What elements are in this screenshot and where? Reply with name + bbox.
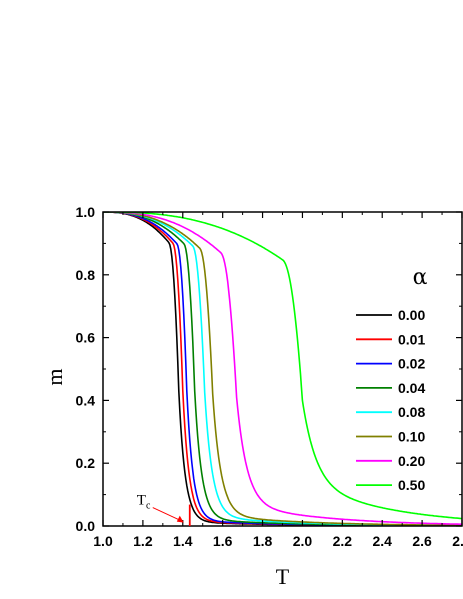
legend-label: 0.50 [398,477,425,493]
tc-arrow [152,507,181,522]
y-tick-label: 1.0 [76,204,96,220]
tc-label-main: T [137,493,146,509]
y-tick-label: 0.0 [76,518,96,534]
legend: 0.00 0.01 0.02 0.04 0.08 0.10 0.20 0.50 [356,307,425,493]
x-tick-label: 1.0 [93,533,113,549]
x-tick-label: 2.8 [452,533,463,549]
tc-label-subscript: c [146,501,151,512]
legend-label: 0.02 [398,356,425,372]
x-tick-label: 1.8 [253,533,273,549]
legend-label: 0.01 [398,331,425,347]
y-axis-title: m [42,368,67,385]
axis-ticks: 1.0 1.2 1.4 1.6 1.8 2.0 2.2 2.4 2.6 2.8 0.0 0.2 0.4 0… [76,204,463,549]
x-axis-title: T [276,564,290,589]
series-line-0.20 [103,212,462,526]
y-tick-label: 0.2 [76,455,96,471]
x-tick-label: 1.4 [173,533,193,549]
legend-label: 0.04 [398,380,425,396]
tc-label: Tc [137,493,151,512]
x-tick-label: 2.4 [372,533,392,549]
y-tick-label: 0.6 [76,330,96,346]
x-tick-label: 1.2 [133,533,153,549]
legend-label: 0.20 [398,453,425,469]
x-tick-label: 1.6 [213,533,233,549]
x-tick-label: 2.2 [333,533,353,549]
tc-annotation: Tc [137,493,191,526]
x-tick-label: 2.6 [412,533,432,549]
y-tick-label: 0.8 [76,267,96,283]
legend-title: α [413,265,428,290]
legend-label: 0.08 [398,404,425,420]
legend-label: 0.00 [398,307,425,323]
legend-label: 0.10 [398,429,425,445]
x-tick-label: 2.0 [293,533,313,549]
tc-arrowhead [176,515,184,523]
y-tick-label: 0.4 [76,392,96,408]
